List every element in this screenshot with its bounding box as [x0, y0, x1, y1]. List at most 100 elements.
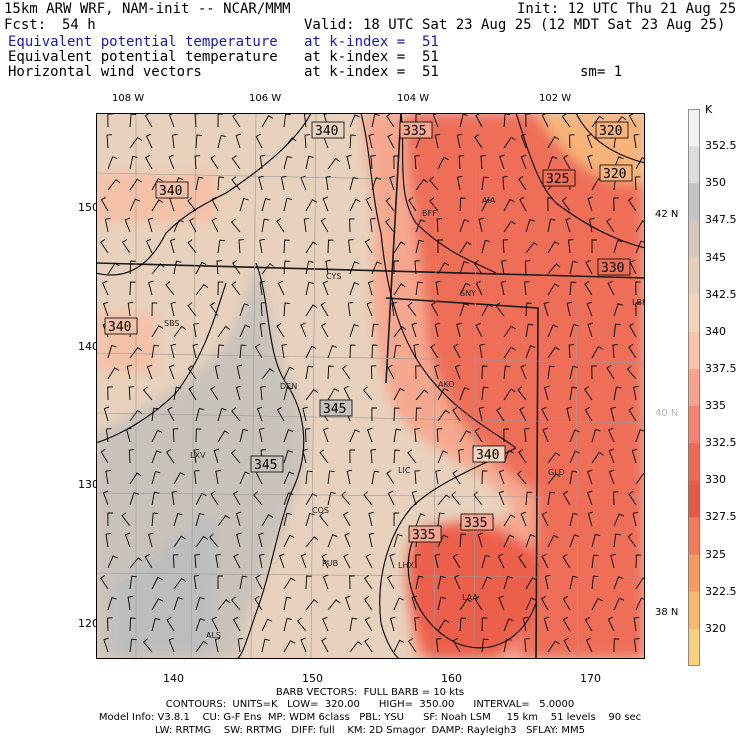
wind-barb [414, 260, 421, 275]
svg-text:340: 340 [315, 124, 338, 139]
wind-barb [613, 303, 624, 317]
wind-barb [300, 637, 307, 653]
wind-barb [437, 494, 451, 506]
field-3-level: at k-index = 51 [304, 64, 439, 80]
wind-barb [189, 217, 197, 233]
wind-barb [525, 597, 537, 611]
wind-barb [304, 134, 311, 149]
wind-barb [503, 514, 516, 527]
wind-barb [518, 449, 527, 464]
wind-barb [148, 280, 154, 296]
wind-barb [520, 154, 527, 170]
wind-barb [437, 512, 445, 527]
wind-barb [363, 596, 373, 611]
wind-barb [503, 428, 509, 443]
wind-barb [195, 283, 209, 296]
wind-barb [188, 385, 197, 401]
contour-lines [96, 113, 645, 659]
svg-text:320: 320 [599, 124, 622, 139]
wind-barb [370, 155, 376, 170]
wind-barb [305, 388, 319, 401]
wind-barb [496, 407, 505, 422]
wind-barb [547, 263, 561, 275]
wind-barb [143, 386, 153, 401]
wind-barb [367, 427, 373, 443]
wind-barb [459, 387, 470, 401]
wind-barb [305, 365, 314, 380]
wind-barb [305, 241, 318, 254]
wind-barb [217, 134, 227, 149]
wind-barb [635, 472, 645, 485]
wind-barb [414, 428, 420, 443]
wind-barb [283, 113, 291, 128]
wind-barb [613, 239, 623, 254]
wind-barb [342, 511, 351, 527]
wind-barb [547, 241, 560, 254]
wind-barb [261, 115, 274, 128]
wind-barb [349, 324, 359, 338]
wind-barb [195, 492, 207, 506]
wind-barb [129, 178, 142, 191]
wind-barb [283, 471, 294, 485]
wind-barb [305, 575, 312, 590]
wind-barb [102, 490, 109, 506]
wind-barb [277, 280, 285, 296]
wind-barb [151, 598, 164, 611]
colorbar-swatch [688, 331, 700, 370]
wind-barb [628, 113, 637, 128]
x-tick-160: 160 [441, 672, 462, 685]
wind-barb [591, 451, 604, 464]
wind-barb [239, 428, 249, 443]
wind-barb [195, 618, 206, 632]
wind-barb [173, 472, 185, 485]
wind-barb [613, 491, 619, 506]
wind-barb [591, 365, 597, 380]
wind-barb [525, 345, 536, 359]
wind-barb [195, 176, 204, 191]
wind-barb [459, 617, 467, 632]
wind-barb [569, 512, 579, 527]
colorbar-swatch [688, 443, 700, 481]
wind-barb [385, 197, 395, 212]
contour-label: 340 [311, 121, 345, 139]
y-tick-130: 130 [78, 478, 99, 491]
wind-barb [543, 616, 550, 632]
wind-barb [210, 155, 219, 170]
wind-barb [459, 261, 469, 275]
wind-barb [283, 534, 295, 548]
wind-barb [107, 262, 120, 275]
wind-barb [258, 427, 265, 443]
wind-barb [415, 365, 421, 380]
wind-barb [429, 176, 439, 191]
wind-barb [327, 388, 340, 401]
wind-barb [107, 344, 117, 359]
wind-barb [411, 490, 418, 506]
wind-barb [517, 470, 527, 485]
lat-label-42n: 42 N [655, 209, 679, 220]
wind-barb [610, 553, 616, 569]
station-labels: BFF AIA CYS SNY LBF SBS DEN AKO LXV LIC … [164, 196, 645, 640]
wind-barb [458, 155, 465, 170]
wind-barb [327, 345, 338, 359]
wind-barb [235, 133, 242, 149]
wind-barb [411, 322, 417, 338]
wind-barb [454, 574, 461, 590]
wind-barb [547, 136, 560, 149]
colorbar-swatch [688, 183, 700, 221]
wind-barb [143, 638, 153, 653]
wind-barb [525, 242, 539, 254]
wind-barb [456, 175, 463, 191]
model-info: Model Info: V3.8.1 CU: G-F Ens MP: WDM 6… [98, 712, 642, 723]
wind-barb [475, 322, 483, 338]
wind-barb [151, 199, 164, 212]
wind-barb [276, 218, 285, 233]
wind-barb [103, 301, 109, 317]
map-frame [96, 113, 645, 659]
wind-barb [107, 617, 113, 632]
wind-barb [320, 217, 329, 233]
colorbar-label: 335 [705, 399, 726, 413]
theta-e-map: 340 335 320 320 325 340 330 340 345 345 … [96, 113, 645, 659]
wind-barb [437, 156, 449, 170]
wind-barb [124, 217, 131, 233]
wind-barb [320, 322, 329, 338]
